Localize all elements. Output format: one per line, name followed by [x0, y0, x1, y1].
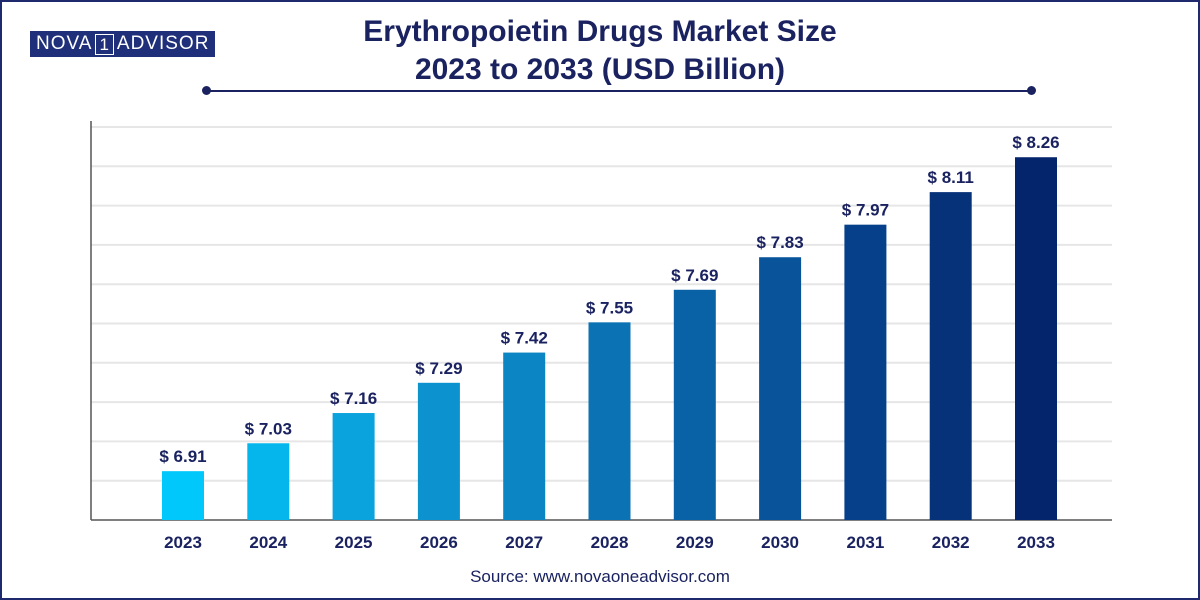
brand-logo: NOVA 1 ADVISOR: [30, 31, 216, 57]
data-label-2028: $ 7.55: [586, 298, 633, 317]
x-tick-label-2027: 2027: [505, 533, 543, 552]
data-label-2026: $ 7.29: [415, 359, 462, 378]
brand-logo-left: NOVA: [36, 33, 93, 54]
bar-2027: [503, 352, 546, 520]
data-label-2027: $ 7.42: [501, 329, 548, 348]
x-tick-label-2029: 2029: [676, 533, 714, 552]
data-label-2030: $ 7.83: [756, 233, 803, 252]
x-tick-label-2024: 2024: [249, 533, 287, 552]
bar-2029: [673, 289, 716, 520]
data-label-2029: $ 7.69: [671, 266, 718, 285]
x-tick-label-2033: 2033: [1017, 533, 1055, 552]
data-label-2033: $ 8.26: [1012, 133, 1059, 152]
chart-title-line1: Erythropoietin Drugs Market Size: [363, 15, 837, 48]
bar-2024: [247, 443, 290, 520]
x-tick-label-2030: 2030: [761, 533, 799, 552]
title-underline-right-dot: [1027, 86, 1036, 95]
bar-2023: [162, 471, 204, 520]
x-tick-label-2025: 2025: [335, 533, 373, 552]
bar-2033: [1015, 157, 1057, 520]
bar-2025: [332, 413, 375, 520]
data-label-2032: $ 8.11: [928, 168, 974, 187]
chart-title-line2: 2023 to 2033 (USD Billion): [414, 53, 786, 86]
x-tick-label-2028: 2028: [591, 533, 629, 552]
x-tick-label-2023: 2023: [164, 533, 202, 552]
x-tick-label-2026: 2026: [420, 533, 458, 552]
brand-logo-right: ADVISOR: [116, 33, 210, 54]
bar-2028: [588, 322, 631, 520]
title-underline: [207, 90, 1031, 92]
data-label-2023: $ 6.91: [159, 447, 206, 466]
data-label-2025: $ 7.16: [330, 389, 377, 408]
bar-2026: [417, 382, 460, 520]
bar-2031: [844, 224, 887, 520]
brand-logo-one: 1: [95, 33, 114, 55]
data-label-2031: $ 7.97: [842, 201, 889, 220]
source-note: Source: www.novaoneadvisor.com: [470, 567, 730, 586]
title-underline-left-dot: [202, 86, 211, 95]
x-tick-label-2032: 2032: [932, 533, 970, 552]
bar-2032: [929, 192, 972, 520]
data-label-2024: $ 7.03: [245, 419, 292, 438]
x-tick-label-2031: 2031: [846, 533, 884, 552]
bar-2030: [759, 257, 802, 520]
